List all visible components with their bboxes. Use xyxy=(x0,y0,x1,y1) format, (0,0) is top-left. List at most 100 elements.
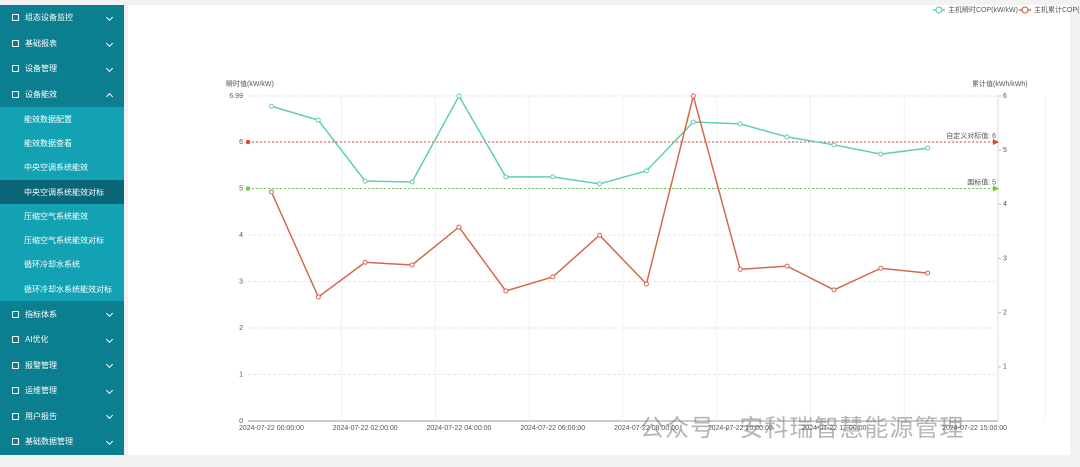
submenu-item[interactable]: 中央空调系统能效 xyxy=(0,155,124,180)
x-tick-label: 2024-07-22 10:00:00 xyxy=(708,425,773,432)
menu-icon xyxy=(12,412,19,420)
menu-item[interactable]: 设备能效 xyxy=(0,82,124,108)
mark-line-label: 国标值: 5 xyxy=(967,177,996,186)
point xyxy=(456,224,462,230)
menu-item[interactable]: 基础数据管理 xyxy=(0,429,124,455)
submenu-label: 中央空调系统能效对标 xyxy=(24,187,104,197)
point xyxy=(925,270,931,276)
mark-line-start xyxy=(245,186,251,191)
legend-marker xyxy=(935,6,943,14)
menu-label: 运维管理 xyxy=(25,386,57,396)
point xyxy=(784,263,790,269)
sidebar: 组态设备监控 基础报表 设备管理设备能效能效数据配置能效数据查看中央空调系统能效中央… xyxy=(0,5,124,455)
chevron xyxy=(105,335,114,343)
menu-icon xyxy=(12,14,19,22)
point xyxy=(925,145,931,151)
y2-tick-label: 4 xyxy=(1003,201,1007,208)
point xyxy=(550,174,556,180)
submenu-label: 压缩空气系统能效对标 xyxy=(24,236,104,246)
point xyxy=(456,93,462,99)
legend-label: 主机瞬时COP(kW/kW) xyxy=(948,5,1018,14)
point xyxy=(690,119,696,125)
menu-label: 基础数据管理 xyxy=(25,437,73,447)
y-tick-label: 5 xyxy=(239,185,243,192)
point xyxy=(690,93,696,99)
series-line xyxy=(271,94,928,185)
mark-line-arrow xyxy=(993,185,999,192)
chevron xyxy=(105,92,114,100)
chevron xyxy=(105,13,114,22)
submenu-label: 循环冷却水系统 xyxy=(24,260,80,270)
point xyxy=(597,232,603,238)
y-tick-label: 4 xyxy=(239,232,243,239)
menu-label: 用户报告 xyxy=(25,411,57,421)
submenu-label: 循环冷却水系统能效对标 xyxy=(24,284,112,294)
submenu-label: 中央空调系统能效 xyxy=(24,163,88,173)
point xyxy=(362,178,368,184)
series-line xyxy=(270,93,928,299)
y-tick-label: 0 xyxy=(239,418,243,425)
menu-item[interactable]: 指标体系 xyxy=(0,301,124,327)
point xyxy=(362,259,368,265)
y2-tick-label: 5 xyxy=(1003,147,1007,154)
mark-line-start xyxy=(245,139,251,145)
x-tick-label: 2024-07-22 02:00:00 xyxy=(333,425,398,432)
mark-line-label: 自定义对标值: 6 xyxy=(946,131,996,140)
menu-icon xyxy=(12,387,19,395)
menu-icon xyxy=(12,336,19,344)
chevron xyxy=(105,386,114,394)
point xyxy=(737,266,743,272)
submenu-item[interactable]: 循环冷却水系统 xyxy=(0,252,124,278)
menu-label: 报警管理 xyxy=(25,360,57,370)
submenu-label: 能效数据查看 xyxy=(24,138,72,148)
menu-label: 指标体系 xyxy=(25,309,57,319)
y-tick-label: 3 xyxy=(239,278,243,285)
chevron xyxy=(105,64,114,73)
y-tick-label: 1 xyxy=(239,371,243,378)
submenu-item[interactable]: 能效数据配置 xyxy=(0,107,124,132)
x-tick-label: 2024-07-22 15:00:00 xyxy=(942,425,1007,432)
submenu-item[interactable]: 压缩空气系统能效对标 xyxy=(0,228,124,253)
legend-marker xyxy=(1021,6,1029,14)
menu-icon xyxy=(12,361,19,369)
menu-item[interactable]: 组态设备监控 xyxy=(0,5,124,31)
menu-item[interactable]: 报警管理 xyxy=(0,352,124,378)
point xyxy=(643,281,649,287)
x-tick-label: 2024-07-22 06:00:00 xyxy=(520,425,585,432)
menu-icon xyxy=(12,310,19,318)
menu-item[interactable]: 设备管理 xyxy=(0,56,124,82)
menu-item[interactable]: 用户报告 xyxy=(0,403,124,429)
chevron xyxy=(105,310,114,318)
point xyxy=(831,142,837,148)
point xyxy=(550,274,556,280)
y-axis-name: 瞬时值(kW/kW) xyxy=(226,79,274,88)
submenu-item[interactable]: 压缩空气系统能效 xyxy=(0,204,124,229)
x-tick-label: 2024-07-22 12:00:00 xyxy=(801,425,866,432)
submenu-label: 压缩空气系统能效 xyxy=(24,211,88,221)
point xyxy=(503,174,509,180)
point xyxy=(784,134,790,140)
chevron xyxy=(105,437,114,445)
y-tick-label: 6.99 xyxy=(229,93,243,100)
menu-label: AI优化 xyxy=(25,335,49,345)
menu-item[interactable]: 基础报表 xyxy=(0,31,124,57)
menu-item[interactable]: AI优化 xyxy=(0,327,124,353)
y-tick-label: 2 xyxy=(239,325,243,332)
y2-tick-label: 6 xyxy=(1003,93,1007,100)
point xyxy=(597,181,603,187)
menu-label: 设备能效 xyxy=(25,89,57,99)
submenu-item[interactable]: 能效数据查看 xyxy=(0,131,124,156)
point xyxy=(409,262,415,268)
point xyxy=(831,287,837,293)
y2-tick-label: 3 xyxy=(1003,255,1007,262)
submenu-item[interactable]: 循环冷却水系统能效对标 xyxy=(0,277,124,302)
point xyxy=(268,103,274,109)
point xyxy=(409,179,415,185)
menu-item[interactable]: 运维管理 xyxy=(0,378,124,404)
x-tick-label: 2024-07-22 08:00:00 xyxy=(614,425,679,432)
submenu-item[interactable]: 中央空调系统能效对标 xyxy=(0,179,124,205)
point xyxy=(268,189,274,195)
main-panel xyxy=(128,5,1070,455)
